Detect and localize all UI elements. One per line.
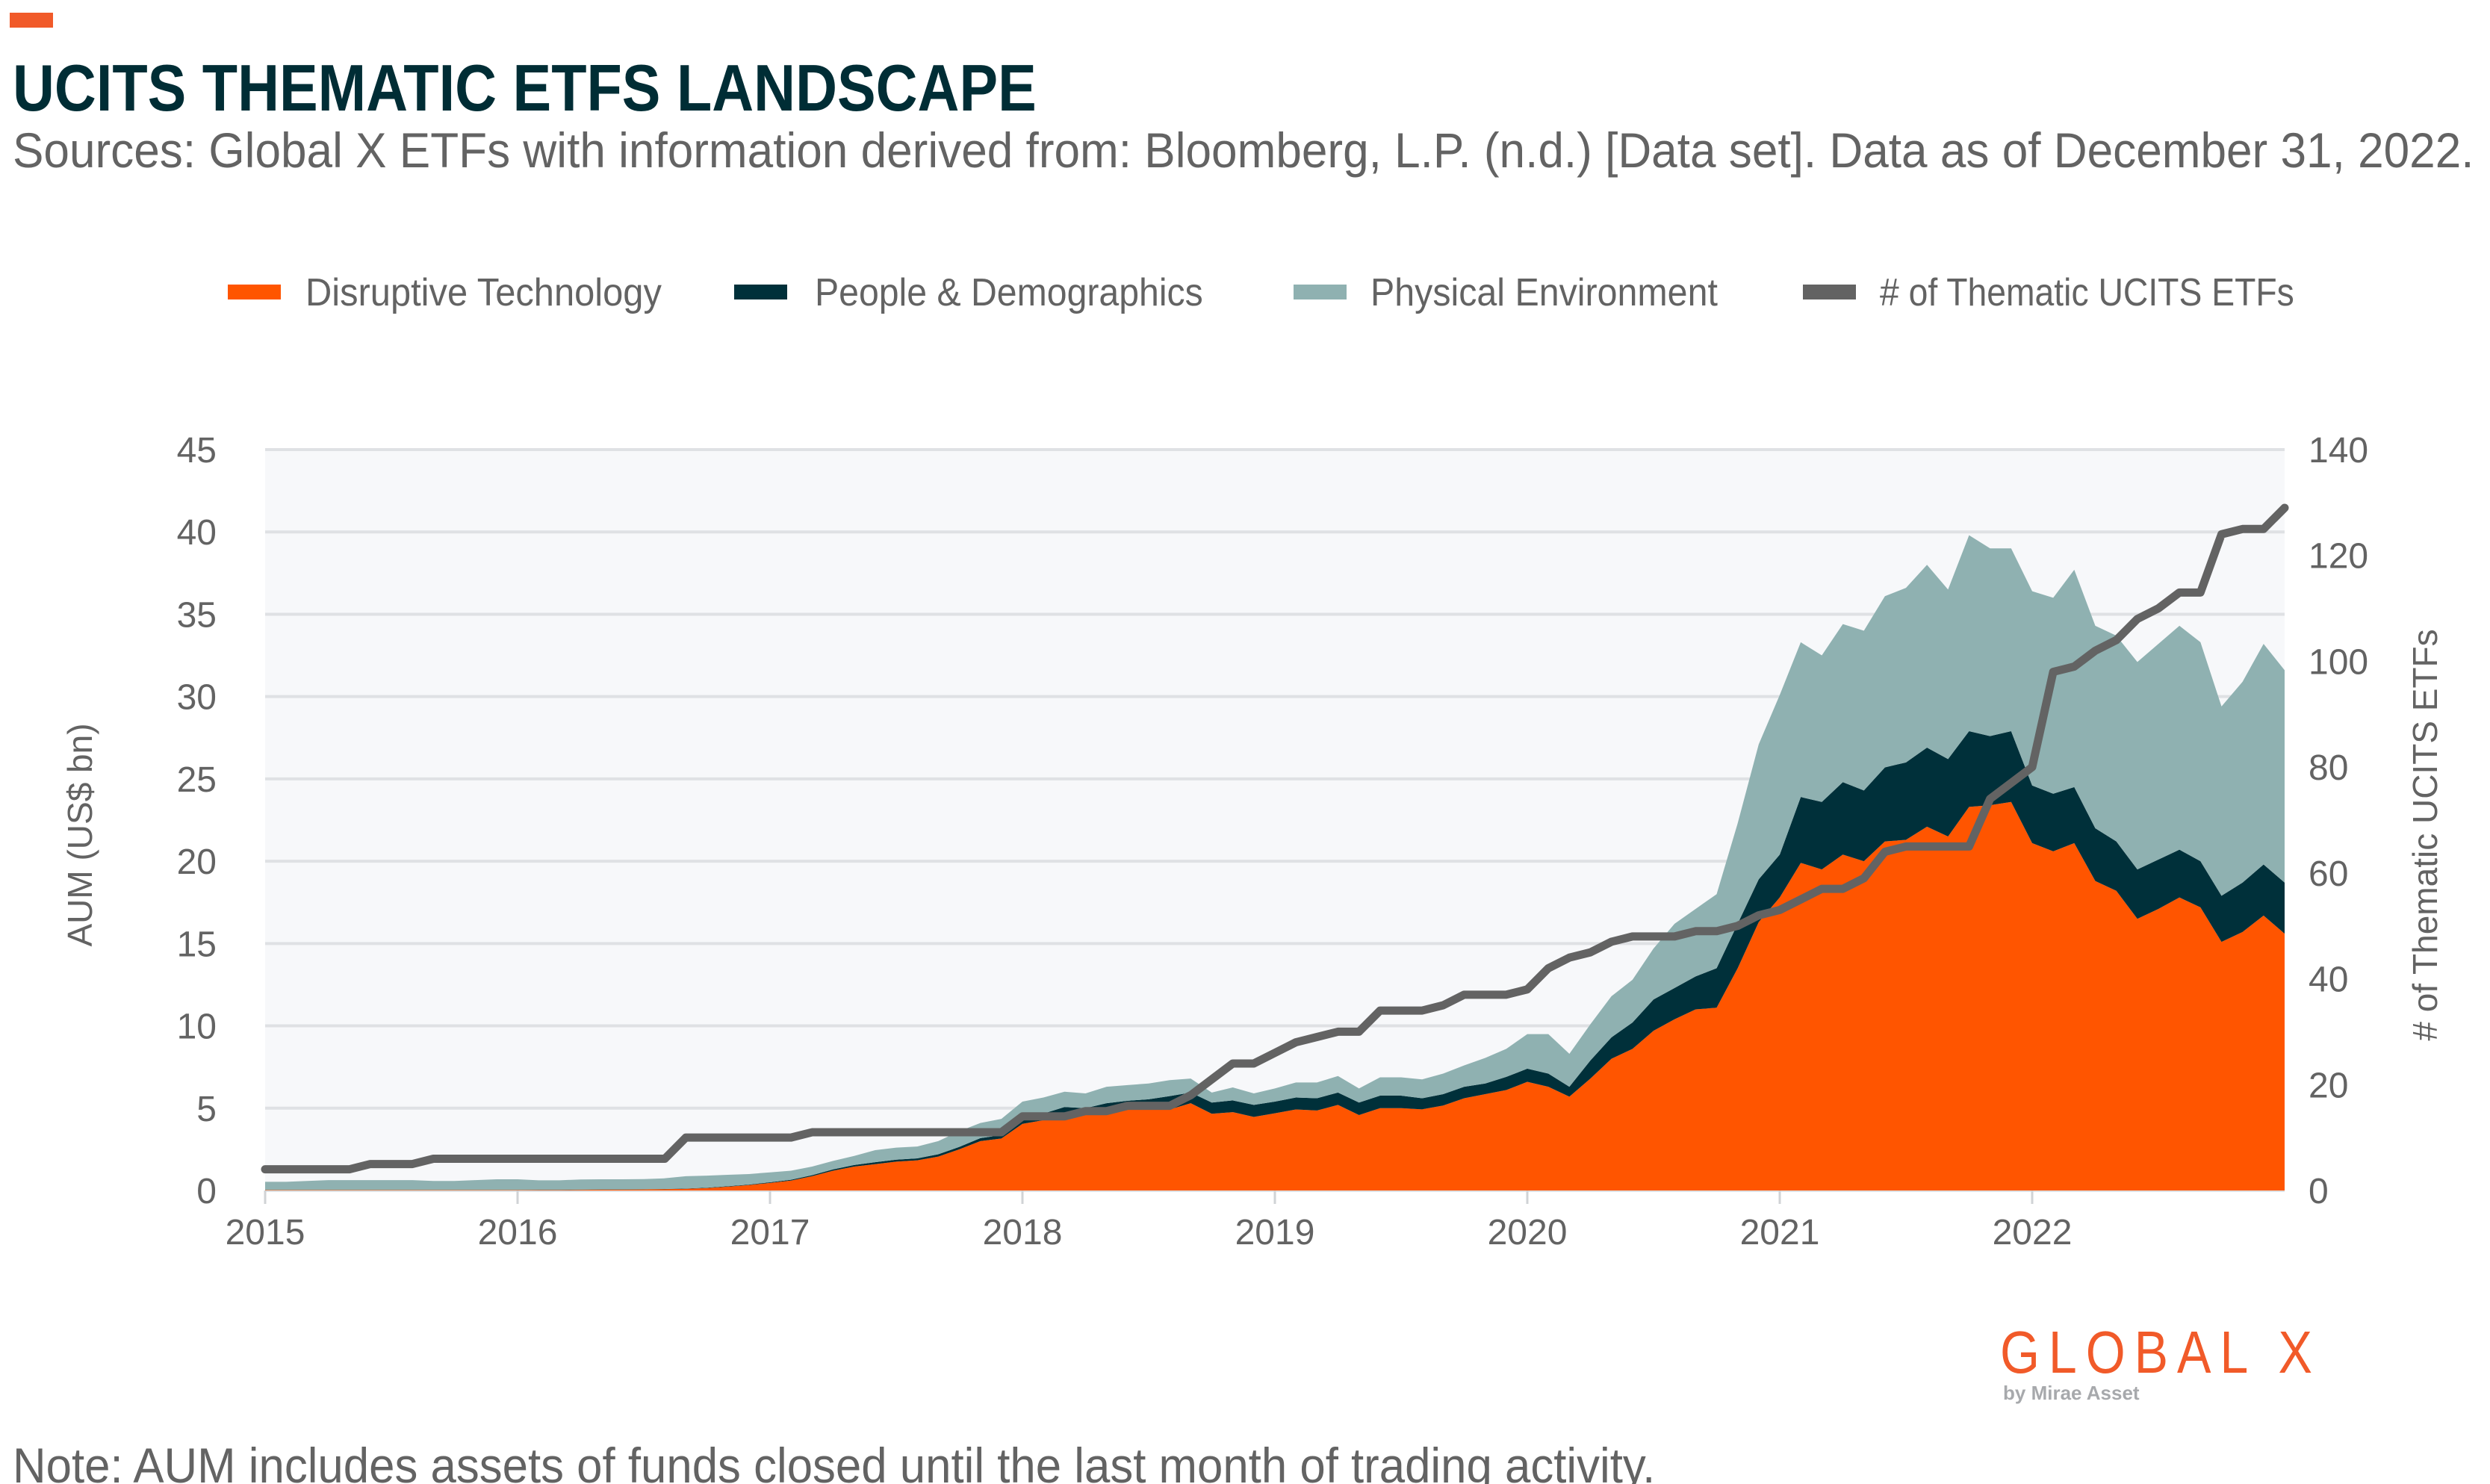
right-tick-label: 20 xyxy=(2309,1066,2348,1105)
legend-item-disruptive-technology[interactable]: Disruptive Technology xyxy=(228,270,662,314)
legend-swatch-etf-count xyxy=(1803,285,1856,299)
legend-label-etf-count: # of Thematic UCITS ETFs xyxy=(1880,271,2294,314)
left-tick-label: 10 xyxy=(177,1008,217,1047)
right-tick-label: 80 xyxy=(2309,748,2348,788)
x-tick-label: 2020 xyxy=(1488,1213,1568,1252)
legend-item-etf-count[interactable]: # of Thematic UCITS ETFs xyxy=(1803,271,2294,314)
legend-label-physical-environment: Physical Environment xyxy=(1370,270,1718,314)
chart-title: UCITS THEMATIC ETFS LANDSCAPE xyxy=(13,51,1037,125)
logo-subtext: by Mirae Asset xyxy=(2003,1382,2140,1404)
legend-item-people-demographics[interactable]: People & Demographics xyxy=(734,270,1203,314)
left-tick-label: 40 xyxy=(177,513,217,553)
left-tick-label: 30 xyxy=(177,678,217,718)
left-tick-label: 45 xyxy=(177,431,217,471)
right-axis-ticks: 0 20 40 60 80 100 120 140 xyxy=(2309,431,2368,1211)
global-x-logo: GLOBAL X by Mirae Asset xyxy=(2000,1319,2321,1404)
left-axis-ticks: 0 5 10 15 20 25 30 35 40 45 xyxy=(177,431,217,1211)
left-tick-label: 5 xyxy=(196,1090,217,1129)
left-tick-label: 35 xyxy=(177,595,217,635)
area-series xyxy=(265,535,2285,1190)
x-tick-label: 2019 xyxy=(1235,1213,1315,1252)
accent-bar xyxy=(10,13,53,28)
x-tick-label: 2015 xyxy=(226,1213,305,1252)
right-tick-label: 60 xyxy=(2309,854,2348,894)
x-tick-label: 2016 xyxy=(478,1213,558,1252)
x-tick-label: 2021 xyxy=(1740,1213,1820,1252)
legend-swatch-physical-environment xyxy=(1294,285,1347,299)
x-tick-label: 2018 xyxy=(983,1213,1063,1252)
legend-swatch-people-demographics xyxy=(734,285,787,299)
right-tick-label: 40 xyxy=(2309,960,2348,1000)
right-tick-label: 0 xyxy=(2309,1172,2329,1211)
right-tick-label: 140 xyxy=(2309,431,2368,471)
legend-item-physical-environment[interactable]: Physical Environment xyxy=(1294,270,1718,314)
x-tick-label: 2017 xyxy=(730,1213,810,1252)
legend-swatch-disruptive-technology xyxy=(228,285,281,299)
line-series xyxy=(261,503,2289,1174)
area-disruptive-technology xyxy=(265,801,2285,1190)
right-tick-label: 100 xyxy=(2309,642,2368,682)
line-of-thematic-ucits-etfs xyxy=(261,503,2289,1174)
logo-text: GLOBAL X xyxy=(2000,1319,2321,1385)
x-tick-label: 2022 xyxy=(1993,1213,2073,1252)
left-axis-title: AUM (US$ bn) xyxy=(60,723,99,946)
legend: Disruptive Technology People & Demograph… xyxy=(228,270,2294,314)
chart-subtitle: Sources: Global X ETFs with information … xyxy=(13,122,2474,178)
left-tick-label: 20 xyxy=(177,842,217,882)
left-tick-label: 0 xyxy=(196,1172,217,1211)
legend-label-disruptive-technology: Disruptive Technology xyxy=(305,270,662,314)
left-tick-label: 15 xyxy=(177,925,217,964)
x-axis-ticks: 2015 2016 2017 2018 2019 2020 2021 2022 xyxy=(226,1190,2073,1252)
area-physical-environment xyxy=(265,535,2285,1190)
right-tick-label: 120 xyxy=(2309,537,2368,577)
right-axis-title: # of Thematic UCITS ETFs xyxy=(2406,629,2444,1040)
legend-label-people-demographics: People & Demographics xyxy=(815,270,1203,314)
footnote: Note: AUM includes assets of funds close… xyxy=(13,1438,1655,1484)
left-tick-label: 25 xyxy=(177,760,217,800)
